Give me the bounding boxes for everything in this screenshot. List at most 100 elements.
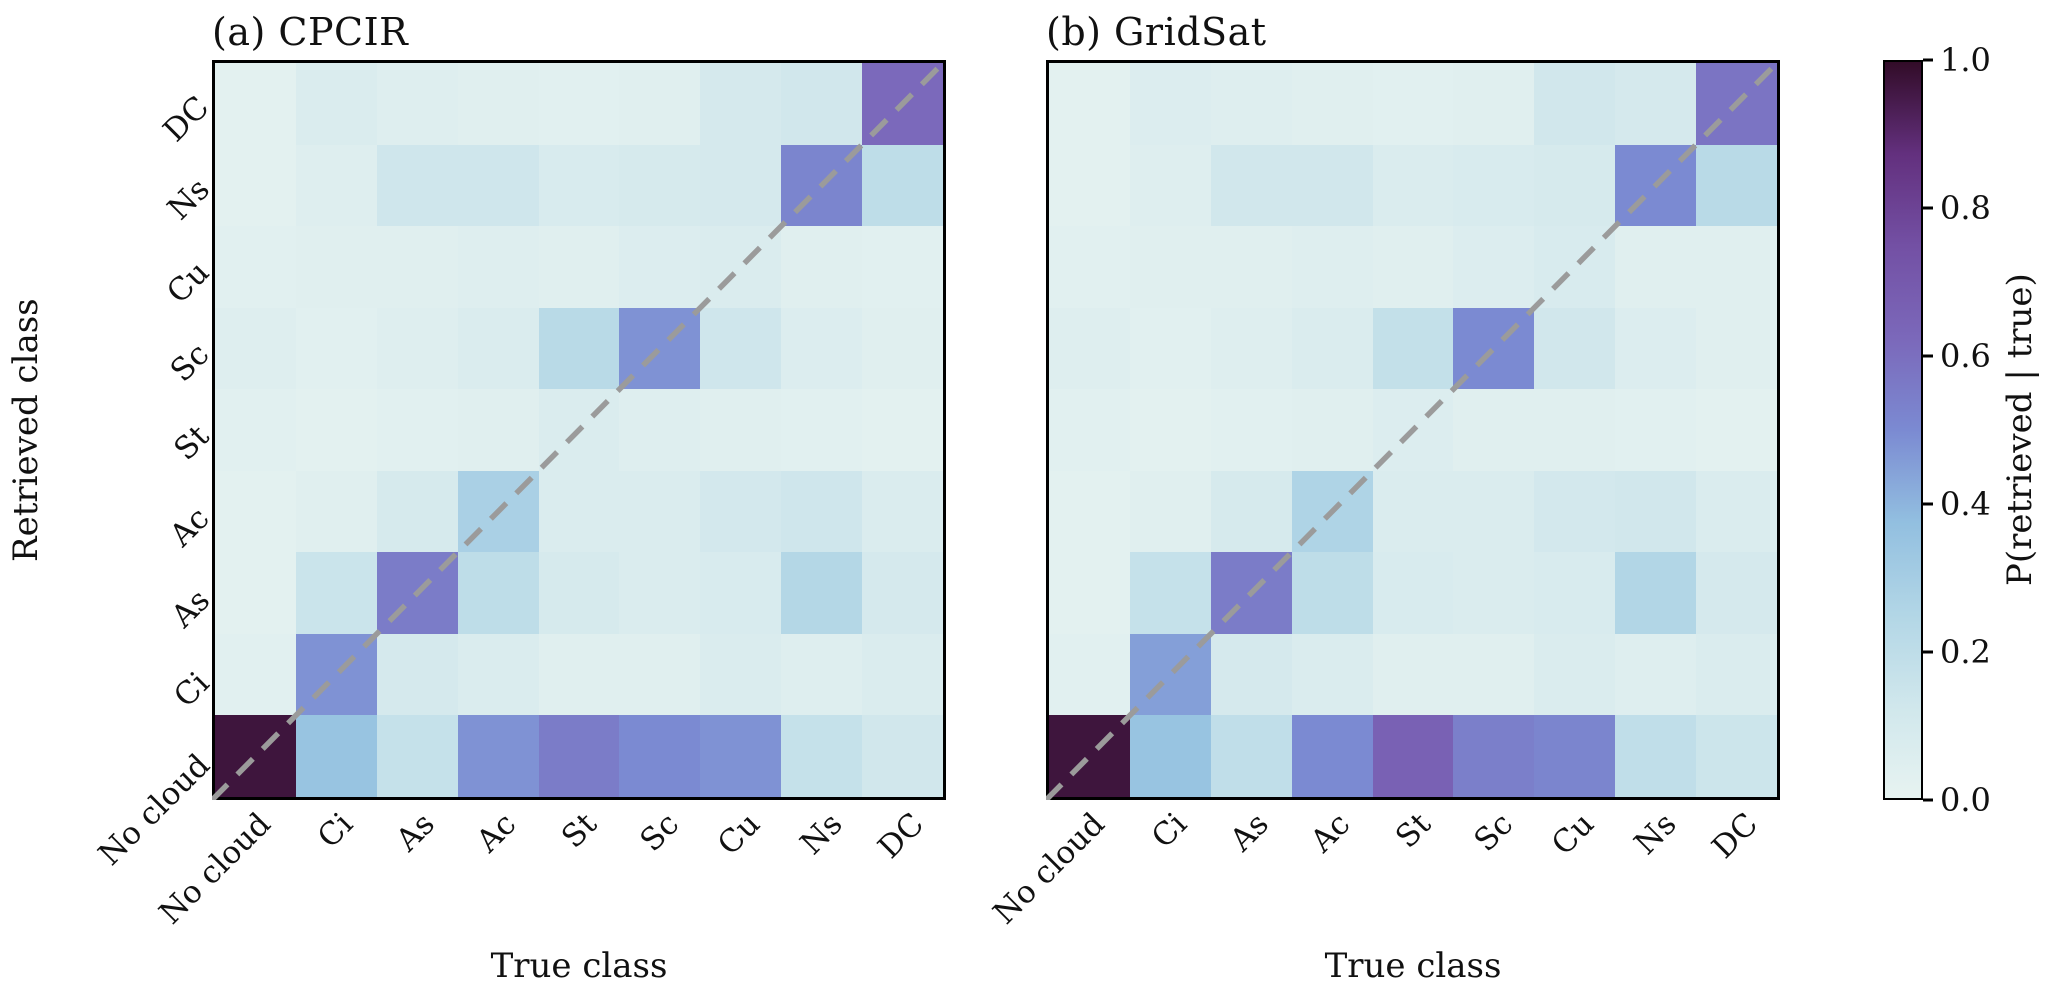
heatmap-cell	[215, 389, 296, 471]
heatmap-cell	[1049, 307, 1130, 390]
heatmap-cell	[619, 470, 701, 553]
heatmap-cell	[862, 389, 943, 471]
colorbar-tick-label: 0.6	[1940, 337, 1991, 375]
heatmap-cell	[1049, 226, 1130, 308]
colorbar-tick-label: 0.0	[1940, 781, 1991, 819]
heatmap-cell	[1615, 144, 1697, 227]
heatmap-cell	[862, 307, 943, 390]
heatmap-cell	[862, 470, 943, 553]
heatmap-cell	[538, 715, 620, 797]
heatmap-cell	[1049, 470, 1130, 553]
heatmap-cell	[1696, 715, 1777, 797]
colorbar-tick-mark	[1923, 354, 1933, 358]
heatmap-cell	[700, 389, 782, 471]
heatmap-cell	[376, 470, 458, 553]
heatmap-cell	[781, 144, 863, 227]
heatmap-cell	[1049, 633, 1130, 716]
heatmap-cell	[619, 715, 701, 797]
heatmap-cell	[1129, 470, 1211, 553]
heatmap-cell	[457, 470, 539, 553]
heatmap-cell	[1210, 389, 1292, 471]
heatmap-cell	[862, 715, 943, 797]
heatmap-cell	[376, 307, 458, 390]
heatmap-gridsat	[1046, 60, 1780, 800]
heatmap-cell	[862, 144, 943, 227]
heatmap-cell	[1696, 552, 1777, 634]
heatmap-cell	[1615, 389, 1697, 471]
colorbar-tick-mark	[1923, 502, 1933, 506]
heatmap-cell	[1372, 63, 1454, 145]
heatmap-cell	[1534, 552, 1616, 634]
colorbar-tick-mark	[1923, 206, 1933, 210]
heatmap-cell	[1372, 144, 1454, 227]
heatmap-cell	[781, 63, 863, 145]
heatmap-cell	[295, 552, 377, 634]
heatmap-cell	[376, 63, 458, 145]
colorbar-tick-label: 0.4	[1940, 485, 1991, 523]
heatmap-cell	[1615, 226, 1697, 308]
heatmap-cell	[1615, 307, 1697, 390]
heatmap-cell	[1453, 307, 1535, 390]
heatmap-cell	[1534, 633, 1616, 716]
heatmap-cell	[295, 389, 377, 471]
heatmap-cell	[1372, 307, 1454, 390]
heatmap-cell	[538, 144, 620, 227]
heatmap-cell	[1210, 715, 1292, 797]
heatmap-cell	[700, 144, 782, 227]
heatmap-cell	[295, 226, 377, 308]
heatmap-cell	[1615, 552, 1697, 634]
heatmap-cell	[1210, 470, 1292, 553]
heatmap-cell	[376, 552, 458, 634]
heatmap-cell	[1534, 470, 1616, 553]
heatmap-cell	[538, 470, 620, 553]
heatmap-cell	[781, 715, 863, 797]
heatmap-cpcir	[212, 60, 946, 800]
heatmap-cell	[1210, 307, 1292, 390]
heatmap-cell	[457, 226, 539, 308]
heatmap-cell	[1049, 389, 1130, 471]
heatmap-cell	[1696, 470, 1777, 553]
heatmap-cell	[1129, 307, 1211, 390]
heatmap-cell	[295, 144, 377, 227]
heatmap-cell	[376, 715, 458, 797]
heatmap-cell	[781, 633, 863, 716]
heatmap-cell	[1129, 63, 1211, 145]
heatmap-cell	[1534, 63, 1616, 145]
heatmap-cell	[862, 633, 943, 716]
heatmap-cell	[215, 307, 296, 390]
heatmap-cell	[215, 715, 296, 797]
colorbar	[1883, 60, 1923, 800]
heatmap-cell	[1534, 226, 1616, 308]
heatmap-cell	[1696, 633, 1777, 716]
heatmap-cell	[538, 633, 620, 716]
x-axis-label-a: True class	[490, 946, 668, 986]
colorbar-tick-mark	[1923, 650, 1933, 654]
heatmap-cell	[1453, 63, 1535, 145]
heatmap-cell	[1049, 63, 1130, 145]
heatmap-cell	[1210, 552, 1292, 634]
heatmap-cell	[1534, 389, 1616, 471]
heatmap-cell	[1049, 144, 1130, 227]
heatmap-cell	[700, 552, 782, 634]
heatmap-cell	[457, 633, 539, 716]
colorbar-tick-label: 0.8	[1940, 189, 1991, 227]
heatmap-cell	[1291, 63, 1373, 145]
heatmap-cell	[1696, 144, 1777, 227]
heatmap-cell	[538, 63, 620, 145]
heatmap-cell	[1615, 63, 1697, 145]
heatmap-cell	[376, 389, 458, 471]
heatmap-cell	[538, 552, 620, 634]
heatmap-cell	[457, 63, 539, 145]
heatmap-cell	[1129, 633, 1211, 716]
heatmap-cell	[862, 552, 943, 634]
heatmap-cell	[1291, 715, 1373, 797]
heatmap-cell	[1453, 552, 1535, 634]
heatmap-cell	[376, 226, 458, 308]
heatmap-cell	[215, 226, 296, 308]
heatmap-cell	[700, 633, 782, 716]
heatmap-cell	[1291, 226, 1373, 308]
heatmap-cell	[1534, 715, 1616, 797]
heatmap-cell	[619, 226, 701, 308]
heatmap-cell	[700, 307, 782, 390]
